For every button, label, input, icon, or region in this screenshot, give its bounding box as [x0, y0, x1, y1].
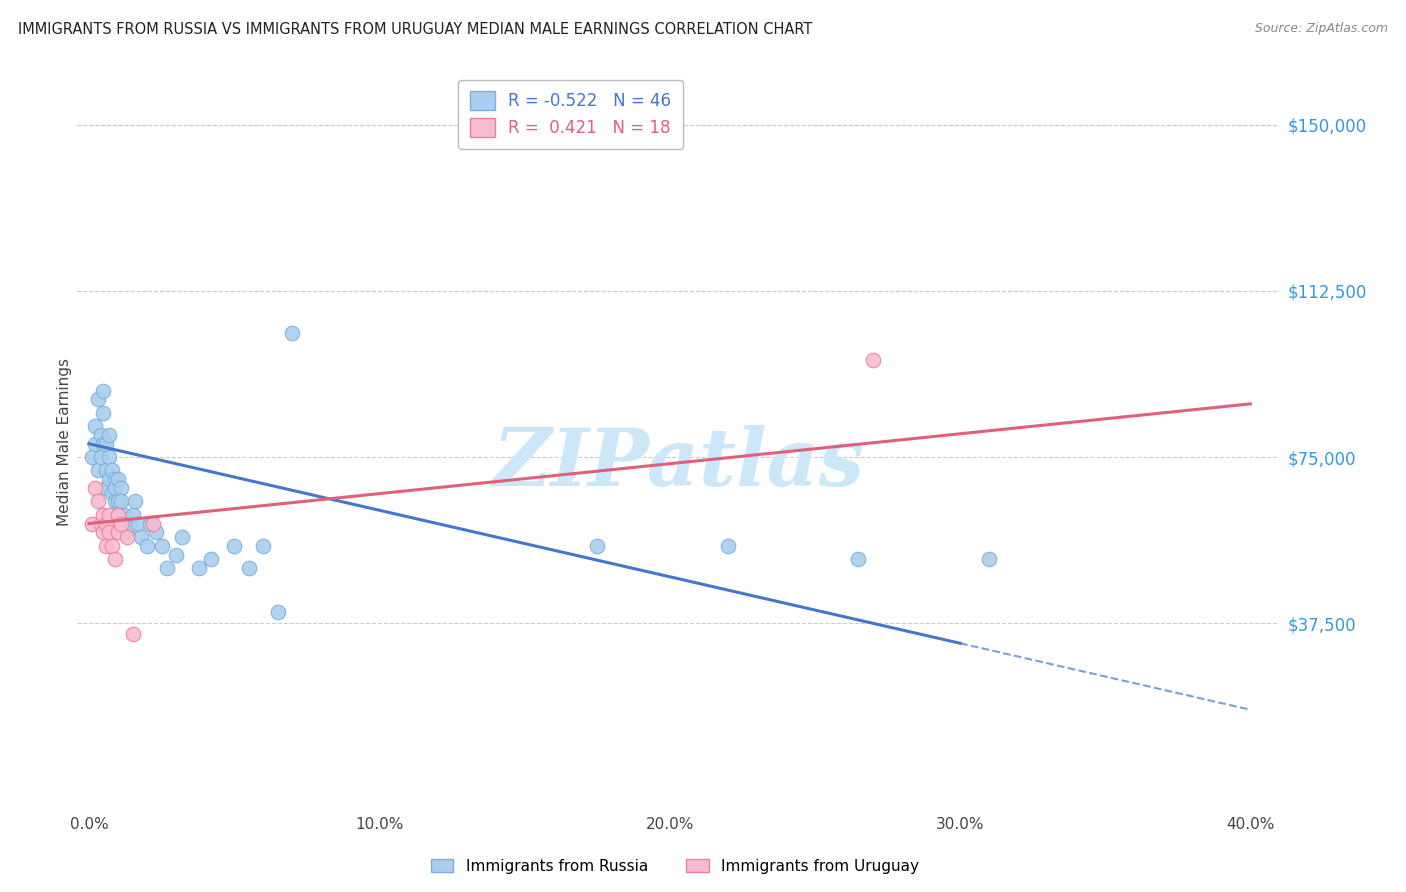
- Text: Source: ZipAtlas.com: Source: ZipAtlas.com: [1254, 22, 1388, 36]
- Point: [862, 352, 884, 367]
- Point: [118, 516, 141, 531]
- Point: [104, 552, 127, 566]
- Point: [107, 472, 129, 486]
- Point: [93, 525, 115, 540]
- Point: [200, 552, 222, 566]
- Point: [104, 494, 127, 508]
- Point: [136, 539, 159, 553]
- Point: [281, 326, 304, 340]
- Y-axis label: Median Male Earnings: Median Male Earnings: [56, 358, 72, 525]
- Point: [165, 548, 187, 562]
- Point: [717, 539, 740, 553]
- Point: [110, 516, 132, 531]
- Point: [121, 627, 143, 641]
- Point: [90, 450, 112, 464]
- Point: [238, 561, 260, 575]
- Point: [96, 481, 118, 495]
- Point: [107, 508, 129, 522]
- Point: [98, 450, 121, 464]
- Legend: R = -0.522   N = 46, R =  0.421   N = 18: R = -0.522 N = 46, R = 0.421 N = 18: [458, 79, 683, 149]
- Text: IMMIGRANTS FROM RUSSIA VS IMMIGRANTS FROM URUGUAY MEDIAN MALE EARNINGS CORRELATI: IMMIGRANTS FROM RUSSIA VS IMMIGRANTS FRO…: [18, 22, 813, 37]
- Point: [110, 481, 132, 495]
- Point: [252, 539, 274, 553]
- Point: [90, 428, 112, 442]
- Point: [101, 463, 124, 477]
- Point: [110, 494, 132, 508]
- Point: [96, 516, 118, 531]
- Point: [104, 472, 127, 486]
- Point: [93, 406, 115, 420]
- Point: [83, 419, 105, 434]
- Point: [83, 436, 105, 450]
- Point: [156, 561, 179, 575]
- Point: [86, 463, 108, 477]
- Point: [139, 516, 162, 531]
- Point: [101, 485, 124, 500]
- Point: [150, 539, 173, 553]
- Point: [98, 428, 121, 442]
- Point: [586, 539, 609, 553]
- Point: [142, 516, 165, 531]
- Point: [115, 530, 138, 544]
- Point: [121, 508, 143, 522]
- Point: [112, 508, 135, 522]
- Point: [96, 436, 118, 450]
- Point: [124, 494, 146, 508]
- Point: [848, 552, 870, 566]
- Point: [98, 525, 121, 540]
- Point: [86, 392, 108, 407]
- Point: [170, 530, 193, 544]
- Point: [107, 525, 129, 540]
- Point: [115, 525, 138, 540]
- Point: [145, 525, 167, 540]
- Point: [98, 472, 121, 486]
- Point: [224, 539, 246, 553]
- Point: [86, 494, 108, 508]
- Point: [101, 539, 124, 553]
- Point: [80, 516, 103, 531]
- Point: [104, 481, 127, 495]
- Point: [188, 561, 211, 575]
- Legend: Immigrants from Russia, Immigrants from Uruguay: Immigrants from Russia, Immigrants from …: [425, 853, 925, 880]
- Point: [83, 481, 105, 495]
- Point: [267, 605, 290, 619]
- Point: [127, 516, 149, 531]
- Text: ZIPatlas: ZIPatlas: [492, 425, 865, 502]
- Point: [90, 516, 112, 531]
- Point: [96, 463, 118, 477]
- Point: [129, 530, 152, 544]
- Point: [98, 508, 121, 522]
- Point: [93, 436, 115, 450]
- Point: [93, 508, 115, 522]
- Point: [107, 494, 129, 508]
- Point: [93, 384, 115, 398]
- Point: [96, 539, 118, 553]
- Point: [80, 450, 103, 464]
- Point: [977, 552, 1000, 566]
